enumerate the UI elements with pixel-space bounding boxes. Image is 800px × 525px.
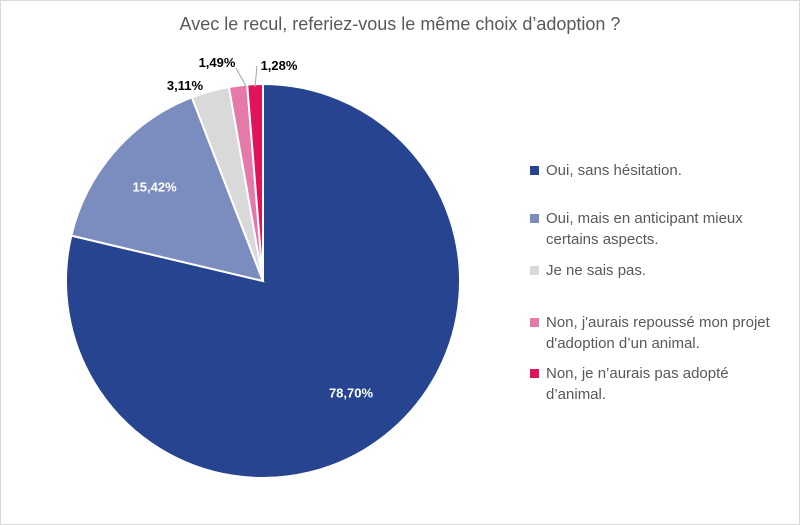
legend-swatch bbox=[530, 318, 539, 327]
pie-slice-1 bbox=[65, 82, 461, 479]
data-label-3: 3,11% bbox=[167, 78, 204, 93]
legend-swatch bbox=[530, 369, 539, 378]
legend-swatch bbox=[530, 166, 539, 175]
leader-line-4 bbox=[235, 67, 248, 89]
legend-item-5: Non, je n’aurais pas adopté d’animal. bbox=[530, 363, 792, 405]
pie-slice-2 bbox=[70, 95, 265, 283]
data-label-5: 1,28% bbox=[261, 58, 298, 73]
legend-swatch bbox=[530, 214, 539, 223]
legend-swatch bbox=[530, 266, 539, 275]
legend-label: Oui, mais en anticipant mieux certains a… bbox=[546, 210, 743, 248]
data-label-4: 1,49% bbox=[199, 55, 236, 70]
data-label-1: 78,70% bbox=[329, 385, 374, 400]
legend-item-1: Oui, sans hésitation. bbox=[530, 160, 792, 181]
legend-item-4: Non, j'aurais repoussé mon projet d'adop… bbox=[530, 312, 792, 354]
legend-item-2: Oui, mais en anticipant mieux certains a… bbox=[530, 208, 792, 250]
data-label-2: 15,42% bbox=[133, 180, 178, 195]
legend-label: Non, j'aurais repoussé mon projet d'adop… bbox=[546, 314, 770, 352]
legend-label: Non, je n’aurais pas adopté d’animal. bbox=[546, 365, 729, 403]
legend-label: Je ne sais pas. bbox=[546, 262, 647, 279]
legend-label: Oui, sans hésitation. bbox=[546, 162, 682, 179]
leader-line-5 bbox=[254, 65, 258, 88]
legend-item-3: Je ne sais pas. bbox=[530, 260, 792, 281]
chart-title: Avec le recul, referiez-vous le même cho… bbox=[179, 14, 621, 34]
